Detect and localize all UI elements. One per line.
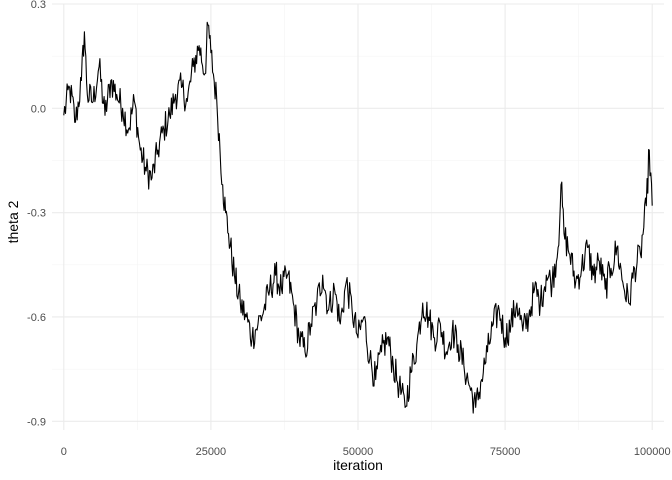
x-tick-label: 25000 (196, 446, 227, 458)
y-tick-label: -0.6 (27, 312, 46, 324)
x-tick-label: 0 (61, 446, 67, 458)
x-axis-title: iteration (333, 457, 383, 473)
y-axis-title: theta 2 (5, 200, 21, 243)
series-line-theta-2 (63, 21, 653, 414)
grid-lines (52, 3, 664, 430)
y-tick-label: 0.0 (31, 103, 46, 115)
y-tick-label: -0.3 (27, 208, 46, 220)
x-tick-label: 100000 (634, 446, 671, 458)
y-tick-label: 0.3 (31, 0, 46, 11)
x-tick-label: 50000 (343, 446, 374, 458)
x-axis-ticks: 0 25000 50000 75000 100000 (61, 446, 671, 458)
y-axis-ticks: 0.3 0.0 -0.3 -0.6 -0.9 (27, 0, 46, 428)
y-tick-label: -0.9 (27, 416, 46, 428)
x-tick-label: 75000 (490, 446, 521, 458)
